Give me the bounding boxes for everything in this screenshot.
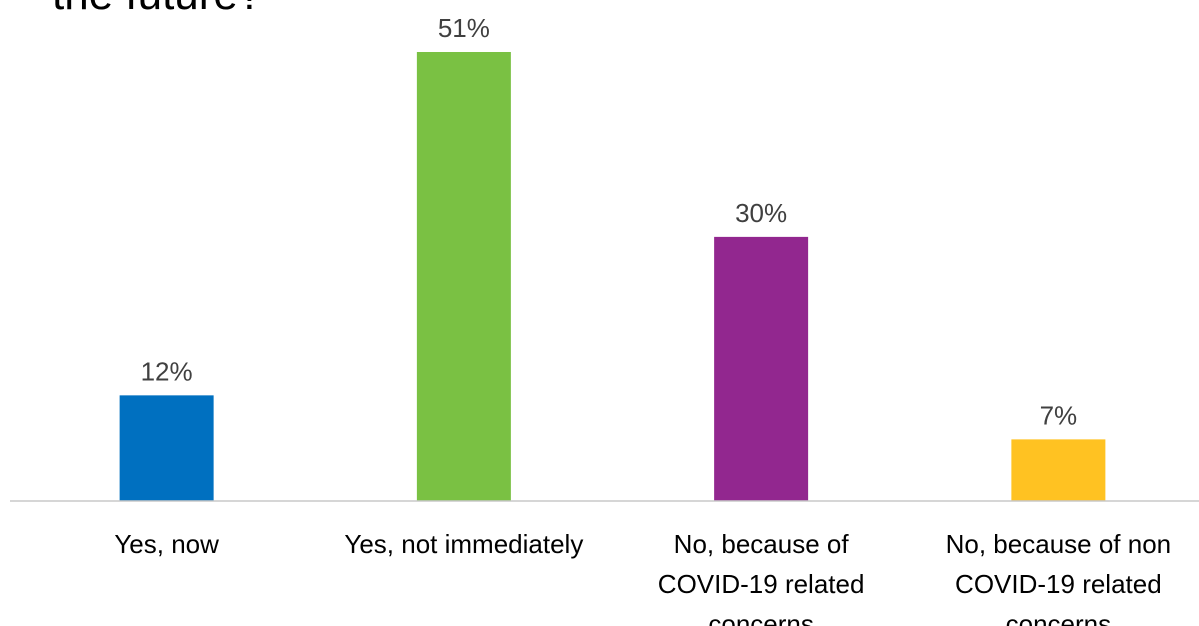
bar-3	[714, 236, 809, 501]
category-label-line: Yes, not immediately	[344, 529, 583, 559]
bar-value-label-2: 51%	[438, 13, 490, 43]
category-label-line: No, because of non	[946, 529, 1172, 559]
category-label-line: No, because of	[674, 529, 850, 559]
category-label-line: COVID-19 related	[658, 569, 865, 599]
bar-4	[1011, 439, 1106, 501]
bar-2	[416, 52, 511, 501]
bar-value-label-4: 7%	[1040, 400, 1078, 430]
bar-value-label-3: 30%	[735, 198, 787, 228]
category-label-line: concerns	[708, 609, 814, 626]
category-label-2: Yes, not immediately	[344, 529, 583, 559]
category-label-line: Yes, now	[114, 529, 219, 559]
category-label-4: No, because of non COVID-19 related concer…	[946, 529, 1172, 626]
category-label-1: Yes, now	[114, 529, 219, 559]
category-label-line: concerns	[1006, 609, 1112, 626]
bar-1	[119, 395, 214, 501]
category-labels-group: Yes, now Yes, not immediately No, because …	[114, 529, 1171, 626]
category-label-line: COVID-19 related	[955, 569, 1162, 599]
value-labels-group: 12% 51% 30% 7%	[141, 13, 1078, 430]
bar-value-label-1: 12%	[141, 356, 193, 386]
bars-group	[119, 52, 1106, 501]
chart-title: the future?	[52, 0, 262, 17]
category-label-3: No, because of COVID-19 related concerns	[658, 529, 865, 626]
